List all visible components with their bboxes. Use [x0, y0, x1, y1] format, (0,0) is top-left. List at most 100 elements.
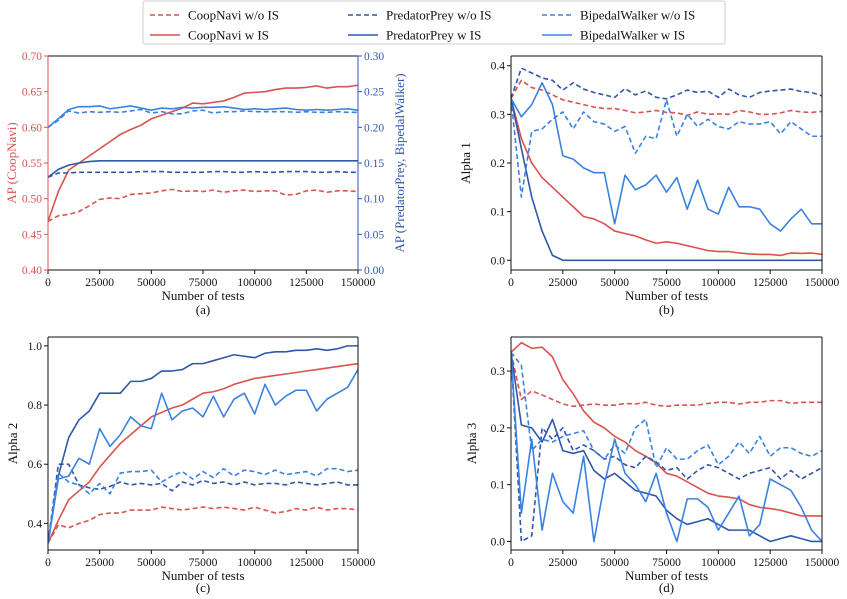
y-right-tick-label-a-6: 0.30	[364, 51, 384, 63]
x-tick-label-a-3: 75000	[189, 277, 218, 289]
series-line-b-predatorprey-w-is	[511, 98, 822, 262]
chart-panels: 0 25000 50000 75000 100000 125000 1500000.400.…	[4, 51, 840, 595]
x-tick-label-c-4: 100000	[237, 557, 272, 569]
y-axis-label-a: AP (CoopNavi)	[4, 122, 19, 204]
x-tick-label-d-6: 150000	[805, 557, 840, 569]
panel-caption-d: (d)	[659, 580, 674, 595]
x-tick-label-b-5: 125000	[753, 277, 788, 289]
y-tick-label-b-4: 0.4	[491, 61, 506, 73]
series-line-a-coopnavi-w-is	[48, 84, 358, 222]
y-tick-label-b-2: 0.2	[491, 158, 506, 170]
panel-a: 0 25000 50000 75000 100000 125000 150000 0.40 0.…	[4, 51, 407, 317]
x-axis-label-c: Number of tests	[161, 568, 244, 583]
y-right-tick-label-a-2: 0.10	[364, 194, 384, 206]
y-tick-label-a-2: 0.50	[22, 194, 42, 206]
panel-caption-b: (b)	[659, 302, 674, 317]
series-line-a-predatorprey-w-o-is	[48, 170, 358, 179]
y-right-tick-label-a-4: 0.20	[364, 122, 384, 134]
series-line-d-coopnavi-w-o-is	[511, 352, 822, 408]
y-right-tick-label-a-0: 0.00	[364, 265, 384, 277]
legend-label-bipedalwalker-w-o-is: BipedalWalker w/o IS	[580, 8, 695, 23]
series-line-c-predatorprey-w-o-is	[48, 463, 358, 544]
legend: CoopNavi w/o IS PredatorPrey w/o IS Bipeda…	[142, 0, 726, 45]
series-line-c-predatorprey-w-is	[48, 345, 358, 544]
panel-b-series	[511, 67, 822, 262]
y-tick-label-a-4: 0.60	[22, 122, 42, 134]
y-tick-label-a-1: 0.45	[22, 229, 42, 241]
x-tick-label-c-2: 50000	[137, 557, 166, 569]
series-line-d-bipedalwalker-w-is	[511, 352, 822, 543]
x-axis-label-d: Number of tests	[625, 568, 708, 583]
y-tick-label-d-0: 0.0	[491, 536, 506, 548]
panel-b: 0 25000 50000 75000 100000 125000 150000 0.0 0.1…	[458, 55, 840, 317]
x-tick-label-c-5: 125000	[289, 557, 324, 569]
panel-caption-c: (c)	[196, 580, 210, 595]
x-tick-label-b-1: 25000	[548, 277, 577, 289]
y-right-tick-label-a-1: 0.05	[364, 229, 384, 241]
x-axis-label-b: Number of tests	[625, 288, 708, 303]
x-tick-label-d-1: 25000	[548, 557, 577, 569]
series-line-a-predatorprey-w-is	[48, 160, 358, 178]
series-line-b-coopnavi-w-is	[511, 98, 822, 257]
series-line-a-bipedalwalker-w-is	[48, 105, 358, 128]
x-tick-label-d-2: 50000	[600, 557, 629, 569]
y-axis-label-d: Alpha 3	[464, 423, 479, 465]
y-tick-label-c-0: 0.4	[28, 518, 43, 530]
panel-c-series	[48, 345, 358, 544]
y-tick-label-c-3: 1.0	[28, 341, 43, 353]
x-tick-label-c-3: 75000	[189, 557, 218, 569]
x-tick-label-a-1: 25000	[85, 277, 114, 289]
legend-label-predatorprey-w-is: PredatorPrey w IS	[386, 28, 481, 43]
x-tick-label-b-2: 50000	[600, 277, 629, 289]
panel-c: 0 25000 50000 75000 100000 125000 150000 0.4 0.6…	[5, 336, 376, 595]
y-tick-label-a-6: 0.70	[22, 51, 42, 63]
x-tick-label-d-3: 75000	[652, 557, 681, 569]
y-tick-label-a-5: 0.65	[22, 87, 42, 99]
legend-frame	[142, 0, 726, 45]
series-line-d-predatorprey-w-o-is	[511, 352, 822, 543]
y-tick-label-a-3: 0.55	[22, 158, 42, 170]
y-tick-label-d-3: 0.3	[491, 366, 506, 378]
x-tick-label-a-4: 100000	[237, 277, 272, 289]
x-tick-label-c-6: 150000	[341, 557, 376, 569]
series-line-b-predatorprey-w-o-is	[511, 67, 822, 100]
y-right-tick-label-a-3: 0.15	[364, 158, 384, 170]
x-tick-label-b-4: 100000	[701, 277, 736, 289]
y-tick-label-c-1: 0.6	[28, 459, 43, 471]
series-line-b-coopnavi-w-o-is	[511, 79, 822, 117]
legend-label-coopnavi-w-o-is: CoopNavi w/o IS	[188, 8, 279, 23]
series-line-c-coopnavi-w-is	[48, 362, 358, 544]
series-line-c-bipedalwalker-w-is	[48, 369, 358, 544]
y-tick-label-c-2: 0.8	[28, 400, 43, 412]
x-tick-label-b-6: 150000	[805, 277, 840, 289]
x-tick-label-a-2: 50000	[137, 277, 166, 289]
y-axis-right-label-a: AP (PredatorPrey, BipedalWalker)	[392, 73, 407, 252]
y-axis-label-b: Alpha 1	[458, 142, 473, 184]
y-tick-label-d-2: 0.2	[491, 423, 506, 435]
y-axis-label-c: Alpha 2	[5, 423, 20, 465]
y-right-tick-label-a-5: 0.25	[364, 87, 384, 99]
x-tick-label-c-1: 25000	[85, 557, 114, 569]
series-line-c-bipedalwalker-w-o-is	[48, 467, 358, 544]
series-line-a-coopnavi-w-o-is	[48, 188, 358, 223]
x-tick-label-a-5: 125000	[289, 277, 324, 289]
legend-label-coopnavi-w-is: CoopNavi w IS	[188, 28, 269, 43]
legend-label-predatorprey-w-o-is: PredatorPrey w/o IS	[386, 8, 491, 23]
x-tick-label-a-0: 0	[45, 277, 51, 289]
x-tick-label-d-5: 125000	[753, 557, 788, 569]
series-line-d-bipedalwalker-w-o-is	[511, 351, 822, 469]
y-tick-label-b-0: 0.0	[491, 255, 506, 267]
x-tick-label-a-6: 150000	[341, 277, 376, 289]
x-axis-label-a: Number of tests	[161, 288, 244, 303]
y-tick-label-b-3: 0.3	[491, 109, 506, 121]
x-tick-label-d-0: 0	[508, 557, 514, 569]
x-tick-label-b-3: 75000	[652, 277, 681, 289]
x-tick-label-d-4: 100000	[701, 557, 736, 569]
legend-label-bipedalwalker-w-is: BipedalWalker w IS	[580, 28, 685, 43]
y-tick-label-d-1: 0.1	[491, 480, 506, 492]
y-tick-label-a-0: 0.40	[22, 265, 42, 277]
series-line-c-coopnavi-w-o-is	[48, 506, 358, 544]
panel-d: 0 25000 50000 75000 100000 125000 150000 0.0 0.1…	[464, 336, 840, 595]
panel-d-series	[511, 341, 822, 543]
